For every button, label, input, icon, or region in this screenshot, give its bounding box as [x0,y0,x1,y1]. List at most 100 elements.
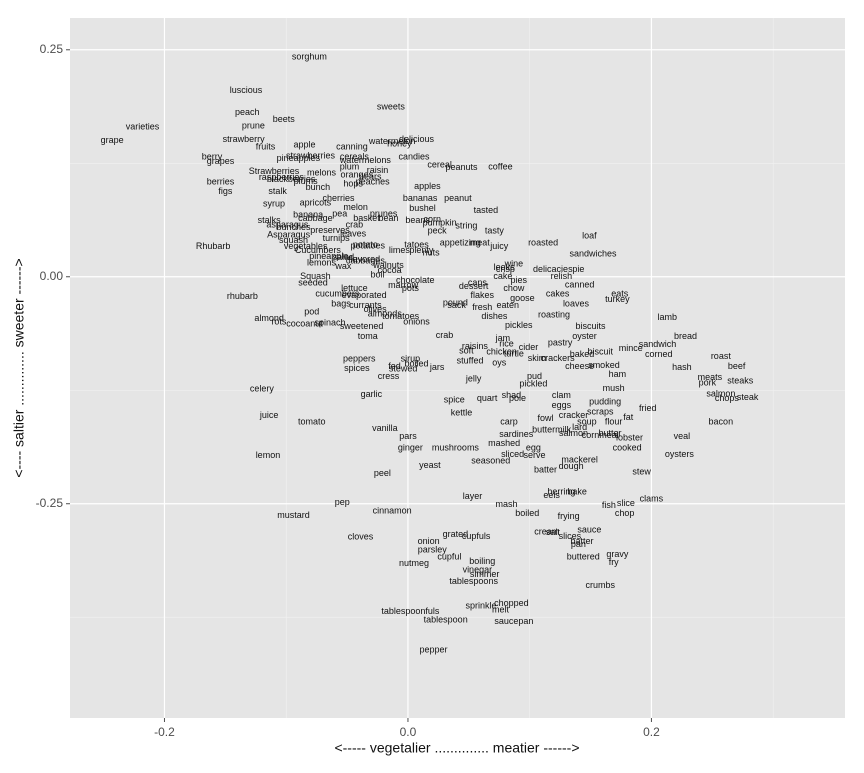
word: preserves [310,225,350,235]
word: beets [273,114,296,124]
word: cider [519,342,539,352]
word: canning [336,141,368,151]
word: appetizing [440,238,481,248]
word: spice [444,395,465,405]
word: berry [202,151,223,161]
word: skim [528,353,547,363]
word: oys [492,357,507,367]
word: cress [378,371,400,381]
word: peanut [444,193,472,203]
word: mackerel [561,455,598,465]
word: cupfuls [462,531,491,541]
y-tick-label: -0.25 [36,496,64,510]
word: delicious [399,134,435,144]
word: slices [559,531,582,541]
word: dishes [481,311,508,321]
word: biscuit [588,346,614,356]
word: shad [502,390,522,400]
word: raspberries [259,172,305,182]
word: carp [500,416,518,426]
word: crisp [496,264,515,274]
word: boiling [469,556,495,566]
word: pineapple [309,251,348,261]
word: seeded [298,277,328,287]
word: meats [698,372,723,382]
word: seasoned [471,455,510,465]
word: oysters [665,449,695,459]
word: limes [389,245,411,255]
word: sandwiches [569,248,617,258]
word: leeks [494,262,516,272]
word: scraps [587,406,614,416]
word: tomatoes [382,311,420,321]
word: stuffed [457,356,484,366]
word: herring [547,486,575,496]
word: juice [259,410,279,420]
word: prunes [370,208,398,218]
word: pots [402,283,420,293]
word: sandwich [639,339,677,349]
word: lettuce [341,283,368,293]
word: rice [499,338,514,348]
word: pickles [505,320,533,330]
word: chops [715,393,740,403]
word: string [455,220,477,230]
word: leaves [340,228,367,238]
word: bananas [403,193,438,203]
word: sirup [401,354,421,364]
word: plum [340,161,360,171]
word: pea [332,208,347,218]
word: potatoes [351,240,386,250]
word: parsley [418,544,448,554]
word: vegetables [284,241,328,251]
word: yeast [419,460,441,470]
word: raisins [462,341,489,351]
word: candies [399,151,431,161]
word: peppers [343,354,376,364]
word: crab [346,219,364,229]
word: Strawberries [249,166,300,176]
word: basket [353,213,380,223]
word: cheese [565,361,594,371]
word: lobster [616,433,643,443]
word: sprinkle [465,601,496,611]
word: peaches [356,177,391,187]
word: hops [343,179,363,189]
word: boiled [515,508,539,518]
panel [70,18,845,718]
word: prune [242,120,265,130]
word: pepper [420,644,448,654]
word: apples [414,181,441,191]
word: melon [343,202,368,212]
word: cocoanut [286,318,323,328]
word: ham [609,369,627,379]
word: wine [504,258,524,268]
word: plums [294,176,319,186]
word: nuts [423,248,441,258]
word: mashed [488,438,520,448]
word: rhubarb [227,291,258,301]
word: melt [492,604,510,614]
y-tick-label: 0.00 [40,269,64,283]
word: eels [543,490,560,500]
word: simmer [470,569,500,579]
word: vinegar [463,564,493,574]
word: fry [609,557,619,567]
word: biscuits [576,321,607,331]
word: almonds [368,308,403,318]
word: lard [572,422,587,432]
word: butter [599,428,622,438]
word: jelly [465,374,482,384]
word: peel [374,468,391,478]
word: buttermilk [532,425,572,435]
word: pork [699,377,717,387]
word: chicken [486,346,517,356]
word: spices [344,363,370,373]
word: sliced [501,449,524,459]
word: serve [524,450,546,460]
word: roast [711,351,732,361]
word: sardines [499,429,534,439]
word: batter [571,536,594,546]
word: mushrooms [432,443,480,453]
word: layer [463,491,483,501]
